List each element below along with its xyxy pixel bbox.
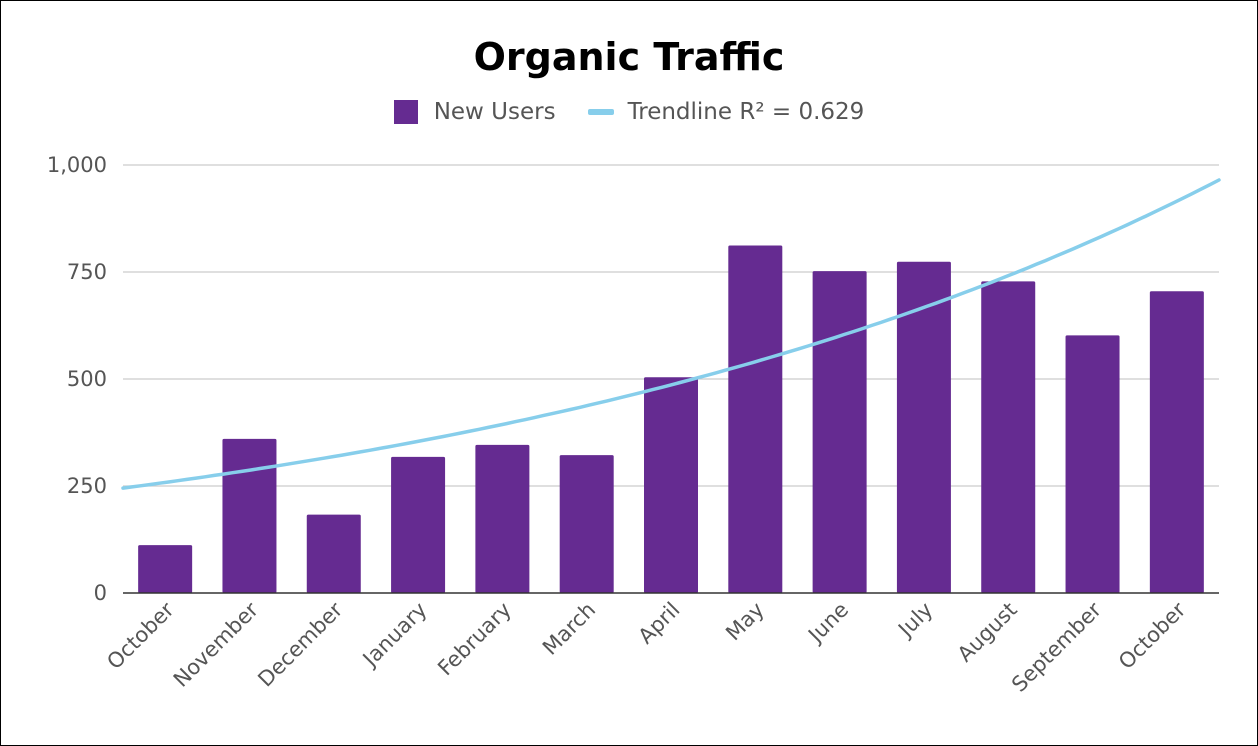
bar xyxy=(812,271,867,593)
legend-item-new-users: New Users xyxy=(393,99,556,125)
y-tick-label: 750 xyxy=(67,260,107,284)
bar xyxy=(559,455,614,593)
bar xyxy=(222,438,277,593)
x-tick-label: August xyxy=(953,598,1022,667)
bar xyxy=(306,514,361,593)
x-tick-label: December xyxy=(253,597,347,691)
y-tick-label: 500 xyxy=(67,367,107,391)
x-tick-label: September xyxy=(1007,597,1106,696)
x-tick-label: March xyxy=(538,598,600,660)
legend-swatch-new-users xyxy=(393,100,418,124)
legend-item-trendline: Trendline R² = 0.629 xyxy=(556,99,865,125)
chart-title: Organic Traffic xyxy=(473,35,785,79)
bar xyxy=(1065,335,1120,593)
x-tick-label: October xyxy=(1114,597,1191,674)
bar xyxy=(391,456,446,593)
bar xyxy=(981,281,1036,593)
bar xyxy=(475,444,530,593)
x-tick-label: January xyxy=(357,598,432,673)
x-tick-label: April xyxy=(634,598,685,649)
y-tick-label: 1,000 xyxy=(47,153,107,177)
y-tick-label: 0 xyxy=(94,581,107,605)
x-tick-label: May xyxy=(721,598,769,646)
x-tick-label: October xyxy=(102,597,179,674)
legend-swatch-trendline xyxy=(587,109,614,115)
legend-label-trendline: Trendline R² = 0.629 xyxy=(627,99,865,125)
x-tick-label: November xyxy=(169,597,263,691)
x-tick-label: June xyxy=(802,598,853,649)
bar xyxy=(728,245,783,594)
bar xyxy=(896,261,951,593)
x-tick-label: February xyxy=(433,598,516,681)
chart-legend: New Users Trendline R² = 0.629 xyxy=(1,99,1257,125)
bar xyxy=(644,377,698,593)
trendline xyxy=(121,178,1221,490)
y-tick-label: 250 xyxy=(67,474,107,498)
bar xyxy=(1149,291,1204,593)
x-tick-label: July xyxy=(892,598,937,643)
legend-label-new-users: New Users xyxy=(433,99,556,125)
bar xyxy=(138,545,193,593)
